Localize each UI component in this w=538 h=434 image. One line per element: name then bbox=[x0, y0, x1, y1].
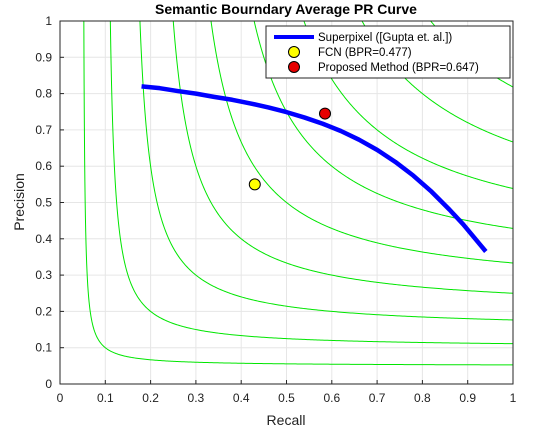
x-tick-label: 0.9 bbox=[459, 391, 476, 405]
iso-f-contour bbox=[83, 20, 513, 366]
y-tick-label: 0.4 bbox=[35, 232, 52, 246]
x-axis-label: Recall bbox=[267, 412, 306, 428]
x-tick-label: 0.4 bbox=[233, 391, 250, 405]
x-tick-label: 0.6 bbox=[323, 391, 340, 405]
y-tick-label: 0.7 bbox=[35, 123, 52, 137]
y-tick-label: 0 bbox=[45, 377, 52, 391]
y-tick-label: 0.8 bbox=[35, 87, 52, 101]
y-tick-label: 0.9 bbox=[35, 50, 52, 64]
y-tick-label: 0.3 bbox=[35, 268, 52, 282]
data-point bbox=[319, 107, 332, 120]
y-tick-label: 0.5 bbox=[35, 196, 52, 210]
series-line bbox=[141, 84, 488, 253]
y-tick-label: 1 bbox=[45, 14, 52, 28]
series-layer bbox=[141, 84, 488, 253]
legend: Superpixel ([Gupta et. al.]) FCN (BPR=0.4… bbox=[265, 25, 511, 79]
legend-entry-label: FCN (BPR=0.477) bbox=[318, 47, 412, 59]
y-axis-label: Precision bbox=[11, 173, 27, 231]
x-tick-label: 1 bbox=[510, 391, 517, 405]
x-tick-label: 0.5 bbox=[278, 391, 295, 405]
legend-entry-label: Proposed Method (BPR=0.647) bbox=[318, 62, 479, 74]
chart-title: Semantic Bourndary Average PR Curve bbox=[155, 1, 417, 17]
iso-f-contour bbox=[139, 20, 514, 321]
y-tick-labels: 0 0.1 0.2 0.3 0.4 0.5 0.6 0.7 0.8 0.9 1 bbox=[35, 14, 64, 391]
y-tick-label: 0.6 bbox=[35, 159, 52, 173]
legend-box bbox=[265, 25, 511, 79]
x-tick-label: 0 bbox=[57, 391, 64, 405]
x-tick-label: 0.1 bbox=[97, 391, 114, 405]
legend-entry-label: Superpixel ([Gupta et. al.]) bbox=[318, 32, 452, 44]
legend-marker-swatch bbox=[288, 61, 300, 73]
iso-f-contour bbox=[172, 20, 514, 294]
data-point bbox=[248, 178, 261, 191]
x-tick-label: 0.2 bbox=[142, 391, 159, 405]
x-tick-label: 0.8 bbox=[414, 391, 431, 405]
y-tick-label: 0.1 bbox=[35, 341, 52, 355]
iso-f-contour bbox=[109, 20, 514, 345]
x-tick-label: 0.7 bbox=[369, 391, 386, 405]
points-layer bbox=[248, 107, 332, 191]
legend-marker-swatch bbox=[288, 46, 300, 58]
x-tick-label: 0.3 bbox=[188, 391, 205, 405]
y-tick-label: 0.2 bbox=[35, 304, 52, 318]
x-tick-labels: 0 0.1 0.2 0.3 0.4 0.5 0.6 0.7 0.8 0.9 1 bbox=[57, 380, 517, 405]
iso-f-contour bbox=[210, 20, 514, 264]
